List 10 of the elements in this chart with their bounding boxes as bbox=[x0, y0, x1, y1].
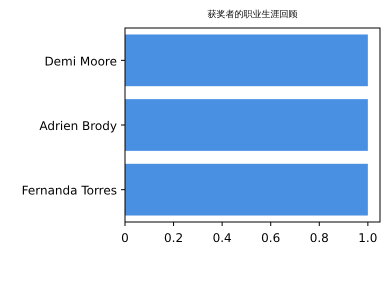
x-tick-label: 0.8 bbox=[310, 231, 329, 245]
x-tick-label: 1.0 bbox=[358, 231, 378, 245]
x-tick-label: 0.6 bbox=[261, 231, 280, 245]
x-tick-label: 0.4 bbox=[212, 231, 232, 245]
y-tick-label: Fernanda Torres bbox=[22, 184, 117, 198]
y-tick-label: Adrien Brody bbox=[39, 119, 117, 133]
x-tick-label: 0.2 bbox=[164, 231, 184, 245]
x-tick-label: 0 bbox=[121, 231, 129, 245]
chart-title: 获奖者的职业生涯回顾 bbox=[208, 9, 298, 20]
y-tick-label: Demi Moore bbox=[44, 54, 117, 68]
